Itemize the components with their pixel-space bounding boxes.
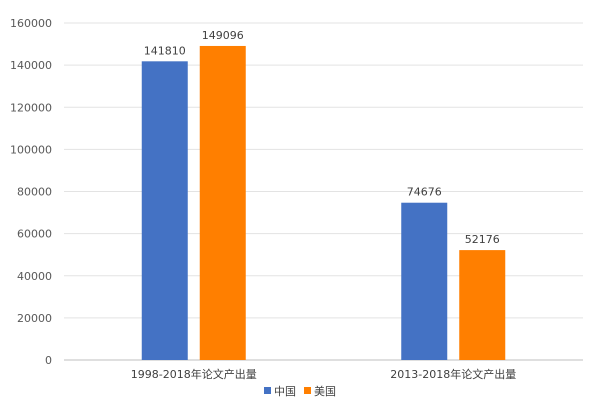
legend: 中国 美国 [264,385,336,398]
x-tick-label: 2013-2018年论文产出量 [390,367,516,381]
x-axis: 1998-2018年论文产出量 2013-2018年论文产出量 [131,367,516,381]
bar [459,250,506,360]
y-tick-label: 120000 [10,101,52,114]
data-labels: 141810 149096 74676 52176 [144,29,500,246]
bars [141,45,506,361]
bar [141,61,188,361]
y-tick-label: 80000 [17,186,52,199]
y-tick-label: 60000 [17,228,52,241]
legend-label: 美国 [314,385,336,398]
legend-swatch [264,387,271,394]
data-label: 52176 [465,233,500,246]
y-tick-label: 20000 [17,312,52,325]
y-tick-label: 40000 [17,270,52,283]
legend-label: 中国 [274,385,296,398]
y-tick-label: 0 [45,354,52,367]
data-label: 74676 [407,186,442,199]
data-label: 141810 [144,44,186,57]
y-tick-label: 140000 [10,59,52,72]
bar [401,202,448,360]
x-tick-label: 1998-2018年论文产出量 [131,367,257,381]
y-tick-label: 160000 [10,17,52,30]
data-label: 149096 [202,29,244,42]
legend-swatch [304,387,311,394]
y-axis: 0 20000 40000 60000 80000 100000 120000 140000 1… [10,17,52,367]
y-tick-label: 100000 [10,143,52,156]
bar [199,45,246,360]
